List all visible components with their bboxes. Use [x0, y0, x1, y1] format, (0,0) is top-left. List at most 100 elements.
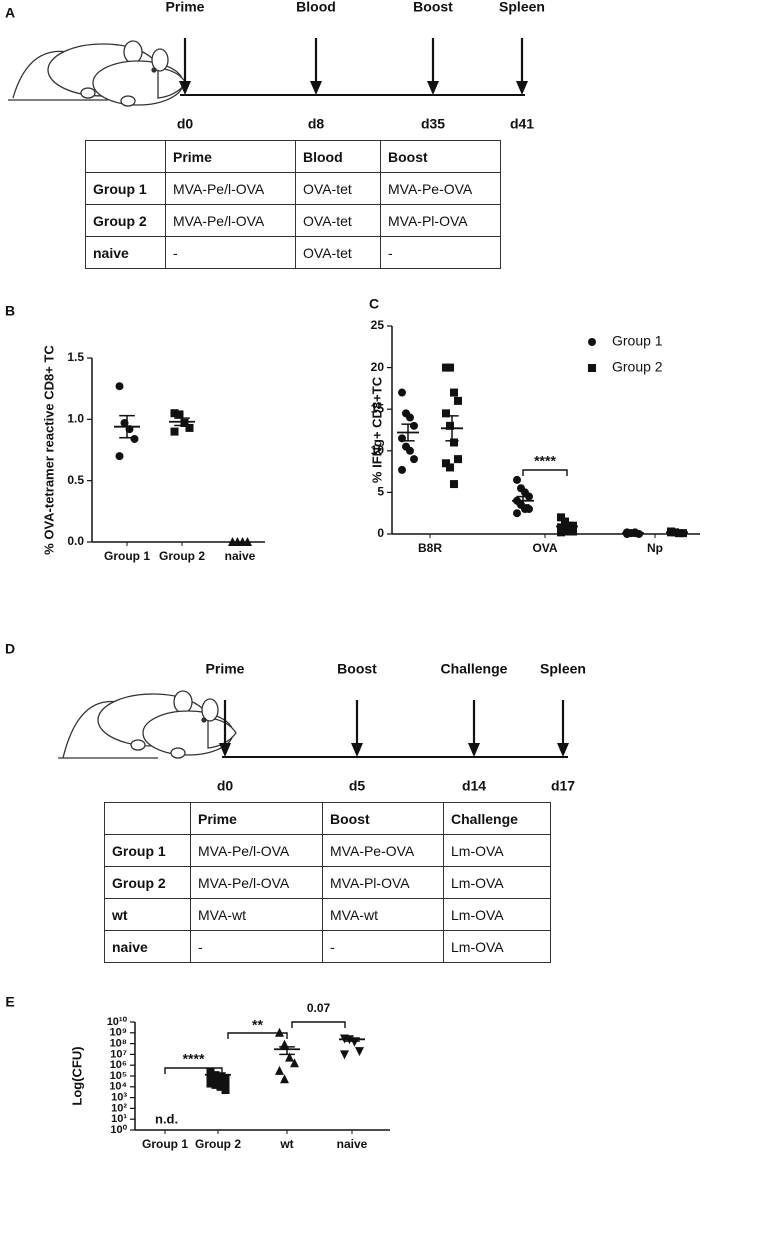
table-cell: Group 1	[85, 172, 166, 205]
x-tick-label: naive	[337, 1137, 368, 1151]
data-point	[211, 1076, 220, 1085]
table-row: naive - - Lm-OVA	[104, 930, 551, 963]
table-cell: OVA-tet	[295, 172, 381, 205]
data-point	[446, 463, 454, 472]
data-point	[185, 423, 194, 432]
table-cell: MVA-Pe-OVA	[380, 172, 501, 205]
table-row: Group 2 MVA-Pe/l-OVA MVA-Pl-OVA Lm-OVA	[104, 866, 551, 899]
y-tick-label: 1.5	[67, 350, 84, 364]
table-cell: Lm-OVA	[443, 898, 551, 931]
mouse-illustration	[58, 690, 237, 759]
event-label: Blood	[296, 0, 336, 15]
y-tick-label: 10⁵	[110, 1070, 127, 1082]
event-label: Prime	[166, 0, 205, 15]
event-day: d14	[462, 778, 486, 794]
panel-letter: E	[5, 994, 14, 1010]
table-cell: MVA-Pe/l-OVA	[190, 866, 323, 899]
data-point	[446, 421, 454, 430]
data-point	[115, 452, 124, 461]
table-cell: OVA-tet	[295, 204, 381, 237]
data-point	[410, 455, 418, 464]
table-row: naive - OVA-tet -	[85, 236, 501, 269]
data-point	[513, 509, 521, 518]
table-cell: -	[322, 930, 444, 963]
data-point	[216, 1077, 225, 1086]
event-day: d0	[177, 116, 194, 132]
data-point	[406, 413, 414, 422]
table-cell: MVA-Pe/l-OVA	[165, 172, 296, 205]
table-cell: MVA-Pe/l-OVA	[190, 834, 323, 867]
data-point	[513, 475, 521, 484]
x-tick-label: Group 2	[195, 1137, 241, 1151]
table-cell: naive	[85, 236, 166, 269]
x-tick-label: Group 1	[104, 549, 150, 563]
y-tick-label: 10⁷	[110, 1048, 127, 1060]
data-point	[175, 410, 184, 419]
data-point	[454, 455, 462, 464]
event-day: d35	[421, 116, 445, 132]
data-point	[216, 1082, 225, 1091]
y-tick-label: 10⁸	[110, 1038, 127, 1050]
significance-bracket	[522, 469, 568, 476]
event-label: Spleen	[499, 0, 545, 15]
significance-bracket	[227, 1032, 288, 1039]
significance-label: **	[252, 1017, 263, 1033]
arrow-head	[310, 81, 322, 95]
arrow-head	[179, 81, 191, 95]
event-label: Boost	[337, 661, 377, 677]
legend-label: Group 1	[612, 333, 663, 349]
data-point	[569, 527, 577, 536]
table-cell: MVA-Pl-OVA	[380, 204, 501, 237]
y-tick-label: 0	[377, 526, 384, 540]
data-point	[243, 537, 252, 546]
table-cell: MVA-Pe/l-OVA	[165, 204, 296, 237]
table-cell: Blood	[295, 140, 381, 173]
table-cell: -	[380, 236, 501, 269]
y-axis-label: Log(CFU)	[69, 1046, 84, 1105]
table-cell: Lm-OVA	[443, 866, 551, 899]
protocol-table: Prime Blood Boost Group 1 MVA-Pe/l-OVA OVA-te…	[85, 140, 501, 269]
y-tick-label: 0.0	[67, 534, 84, 548]
x-tick-label: Group 1	[142, 1137, 188, 1151]
arrow-head	[219, 743, 231, 757]
data-point	[406, 446, 414, 455]
x-tick-label: wt	[279, 1137, 293, 1151]
data-point	[280, 1074, 289, 1084]
table-row: wt MVA-wt MVA-wt Lm-OVA	[104, 898, 551, 931]
event-label: Boost	[413, 0, 453, 15]
panel-letter: C	[369, 296, 379, 312]
table-cell: Group 2	[85, 204, 166, 237]
mouse-illustration	[8, 40, 187, 107]
data-point	[557, 513, 565, 522]
table-cell: Challenge	[443, 802, 551, 835]
x-tick-label: B8R	[418, 541, 442, 555]
data-point	[221, 1086, 230, 1095]
x-tick-label: Group 2	[159, 549, 205, 563]
y-tick-label: 10³	[111, 1092, 127, 1104]
y-axis-label: % IFNg+ CD8+TC	[369, 376, 384, 483]
significance-label: 0.07	[307, 1001, 331, 1015]
data-point	[450, 388, 458, 397]
data-point	[170, 409, 179, 418]
data-point	[290, 1058, 299, 1068]
data-point	[170, 427, 179, 436]
arrow-head	[351, 743, 363, 757]
significance-label: ****	[183, 1051, 205, 1067]
table-row: Group 1 MVA-Pe/l-OVA OVA-tet MVA-Pe-OVA	[85, 172, 501, 205]
y-tick-label: 15	[371, 401, 385, 415]
x-tick-label: OVA	[532, 541, 557, 555]
panel-letter: A	[5, 5, 15, 21]
table-cell: -	[165, 236, 296, 269]
panel-letter: B	[5, 303, 15, 319]
table-cell: Group 2	[104, 866, 191, 899]
table-cell: MVA-Pe-OVA	[322, 834, 444, 867]
data-point	[206, 1075, 215, 1084]
arrow-head	[557, 743, 569, 757]
y-tick-label: 10⁰	[110, 1124, 127, 1136]
y-tick-label: 20	[371, 360, 385, 374]
data-point	[410, 421, 418, 430]
y-tick-label: 10⁹	[110, 1027, 127, 1039]
data-point	[561, 517, 569, 526]
data-point	[115, 382, 124, 391]
x-tick-label: Np	[647, 541, 663, 555]
